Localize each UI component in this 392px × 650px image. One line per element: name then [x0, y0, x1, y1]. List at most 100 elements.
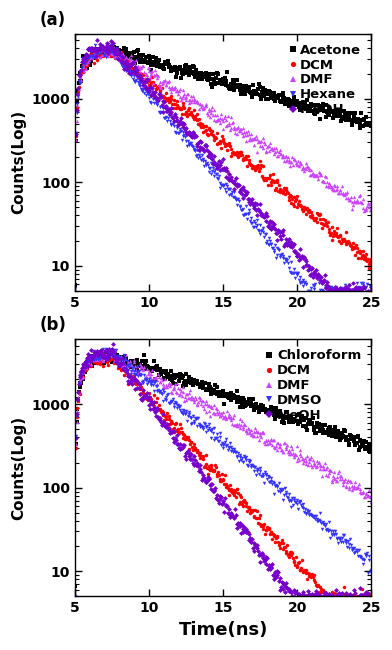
MeOH	[262, 213, 267, 221]
Acetone	[107, 40, 111, 47]
Acetone	[262, 92, 267, 99]
DMF	[245, 430, 250, 437]
DCM	[363, 603, 368, 611]
Hexane	[73, 285, 78, 292]
DMF	[328, 469, 333, 477]
DCM	[245, 160, 250, 168]
MeOH	[298, 256, 302, 264]
Line: DCM: DCM	[73, 43, 373, 296]
DCM	[262, 521, 267, 528]
Line: Hexane: Hexane	[73, 40, 373, 302]
Chloroform	[253, 404, 258, 411]
DCM	[253, 166, 258, 174]
MeOH	[94, 36, 99, 44]
Y-axis label: Counts(Log): Counts(Log)	[11, 111, 26, 214]
MeOH	[91, 352, 96, 360]
DMF	[328, 177, 333, 185]
DMSO	[298, 504, 302, 512]
DMF	[253, 424, 258, 432]
MeOH	[262, 558, 267, 566]
Line: DCM: DCM	[73, 349, 373, 608]
DCM	[369, 252, 374, 259]
Chloroform	[73, 582, 78, 590]
Acetone	[245, 84, 250, 92]
Chloroform	[328, 432, 333, 439]
MeOH	[73, 294, 78, 302]
Hexane	[298, 276, 302, 283]
Chloroform	[369, 437, 374, 445]
DMF	[369, 203, 374, 211]
DMF	[298, 458, 302, 465]
Hexane	[245, 207, 250, 215]
DCM	[245, 504, 250, 512]
DMSO	[73, 593, 78, 601]
Text: (a): (a)	[40, 10, 66, 29]
Hexane	[369, 286, 374, 294]
Acetone	[253, 90, 258, 98]
DMF	[91, 51, 96, 59]
DMF	[253, 135, 258, 143]
Acetone	[369, 119, 374, 127]
DMSO	[91, 347, 96, 355]
DMSO	[328, 533, 333, 541]
X-axis label: Time(ns): Time(ns)	[178, 621, 268, 639]
Line: Acetone: Acetone	[73, 42, 373, 287]
MeOH	[245, 538, 250, 545]
DCM	[91, 354, 96, 362]
Hexane	[262, 233, 267, 241]
Line: MeOH: MeOH	[73, 343, 373, 606]
DCM	[91, 51, 96, 59]
DCM	[328, 590, 333, 598]
DCM	[253, 506, 258, 514]
MeOH	[253, 541, 258, 549]
DMF	[91, 354, 96, 361]
Line: DMSO: DMSO	[73, 344, 373, 599]
DMF	[262, 439, 267, 447]
MeOH	[294, 601, 299, 609]
DMF	[73, 287, 78, 294]
MeOH	[369, 284, 374, 292]
DMF	[298, 157, 302, 165]
MeOH	[369, 591, 374, 599]
MeOH	[73, 593, 78, 601]
DMSO	[262, 479, 267, 487]
DMF	[369, 492, 374, 500]
DCM	[298, 566, 302, 573]
Hexane	[328, 283, 333, 291]
Chloroform	[101, 346, 105, 354]
DCM	[105, 41, 109, 49]
MeOH	[111, 340, 115, 348]
Y-axis label: Counts(Log): Counts(Log)	[11, 416, 26, 520]
MeOH	[298, 592, 303, 599]
Line: DMF: DMF	[73, 44, 373, 292]
DMF	[101, 41, 106, 49]
Text: (b): (b)	[40, 316, 67, 334]
Hexane	[100, 38, 105, 46]
DCM	[328, 226, 333, 234]
MeOH	[253, 200, 258, 207]
DMSO	[253, 463, 258, 471]
DCM	[262, 176, 267, 184]
DMF	[73, 595, 78, 603]
DCM	[369, 590, 374, 597]
Chloroform	[245, 398, 250, 406]
Chloroform	[91, 354, 96, 362]
DCM	[111, 347, 115, 355]
Hexane	[330, 296, 335, 304]
DMF	[245, 129, 250, 137]
MeOH	[245, 191, 250, 199]
Acetone	[328, 110, 333, 118]
Acetone	[298, 101, 302, 109]
Chloroform	[298, 417, 302, 424]
DMF	[262, 138, 267, 146]
MeOH	[91, 48, 96, 56]
Acetone	[73, 281, 78, 289]
DCM	[73, 597, 78, 605]
DMSO	[245, 462, 250, 470]
Legend: Chloroform, DCM, DMF, DMSO, MeOH: Chloroform, DCM, DMF, DMSO, MeOH	[262, 346, 365, 426]
Line: MeOH: MeOH	[73, 38, 373, 300]
MeOH	[328, 594, 333, 602]
Acetone	[91, 46, 96, 54]
Legend: Acetone, DCM, DMF, Hexane, MeOH: Acetone, DCM, DMF, Hexane, MeOH	[285, 40, 365, 120]
Line: DMF: DMF	[73, 348, 373, 600]
